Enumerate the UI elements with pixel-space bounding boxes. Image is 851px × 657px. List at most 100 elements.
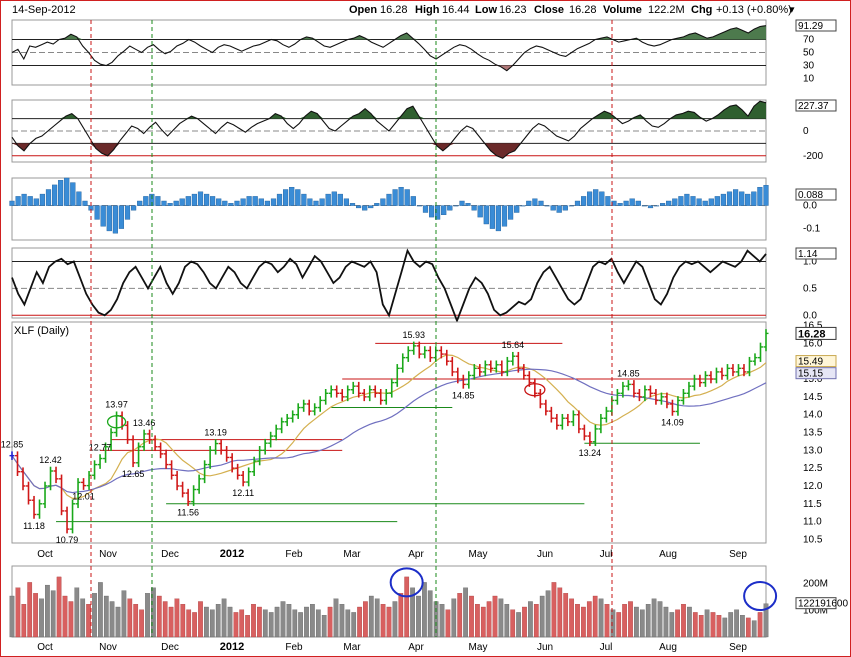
histogram-bar xyxy=(179,198,185,206)
histogram-bar xyxy=(58,180,64,206)
histogram-bar xyxy=(374,203,380,206)
ohlc-bar xyxy=(174,470,180,491)
volume-bar xyxy=(39,598,44,638)
histogram-bar xyxy=(617,203,623,206)
histogram-bar xyxy=(763,185,769,206)
rsi-line xyxy=(11,25,767,72)
histogram-bar xyxy=(100,205,106,227)
chg-value: +0.13 (+0.80%) xyxy=(716,4,792,16)
x-tick-label: Feb xyxy=(285,642,303,653)
histogram-bar xyxy=(276,193,283,206)
histogram-bar xyxy=(581,196,587,206)
ohlc-bar xyxy=(235,463,241,480)
histogram-bar xyxy=(173,200,179,206)
y-tick-label: -0.1 xyxy=(803,224,821,235)
y-tick-label: 0 xyxy=(803,126,809,137)
volume-bar xyxy=(374,598,380,638)
x-tick-label: May xyxy=(469,642,488,653)
ohlc-bar xyxy=(317,396,323,412)
ohlc-bar xyxy=(752,353,758,366)
histogram-bar xyxy=(70,182,76,206)
price-annotation: 11.56 xyxy=(177,508,199,518)
ohlc-bar xyxy=(240,470,246,487)
stochrsi-line xyxy=(11,248,767,324)
histogram-bar xyxy=(64,177,70,206)
x-tick-label: Jun xyxy=(537,642,553,653)
ohlc-bar xyxy=(158,442,164,459)
ohlc-bar xyxy=(587,431,593,447)
collapse-icon[interactable]: ▾ xyxy=(789,4,795,16)
volume-bar xyxy=(304,606,309,638)
volume-bar xyxy=(363,601,368,638)
volume-bar xyxy=(109,601,115,638)
volume-bar xyxy=(233,612,239,638)
volume-bar xyxy=(675,609,680,638)
header-date: 14-Sep-2012 xyxy=(12,4,76,16)
ohlc-bar xyxy=(9,451,15,460)
ohlc-bar xyxy=(543,399,549,416)
volume-bar xyxy=(598,598,604,638)
ohlc-bar xyxy=(301,399,307,412)
histogram-bar xyxy=(587,191,593,206)
ohlc-bar xyxy=(246,467,252,487)
histogram-bar xyxy=(629,198,635,206)
ma-value-badge: 15.15 xyxy=(798,369,823,380)
ohlc-bar xyxy=(686,381,692,398)
volume-bar xyxy=(422,582,427,638)
ohlc-bar xyxy=(284,413,290,427)
ohlc-bar xyxy=(290,410,296,423)
histogram-bar xyxy=(574,200,581,206)
volume-bar xyxy=(145,593,150,638)
price-annotation: 12.42 xyxy=(39,455,62,465)
ohlc-bar xyxy=(405,346,411,362)
price-annotation: 12.01 xyxy=(72,492,95,502)
ohlc-bar xyxy=(669,399,675,416)
volume-bar xyxy=(757,612,763,638)
volume-bar xyxy=(716,615,722,638)
ohlc-bar xyxy=(31,495,37,519)
volume-bar xyxy=(734,609,739,638)
ohlc-bar xyxy=(97,454,103,469)
histogram-bar xyxy=(520,205,526,207)
volume-bar xyxy=(581,606,586,638)
histogram-bar xyxy=(593,189,599,206)
ohlc-bar xyxy=(620,381,626,398)
ohlc-bar xyxy=(394,364,400,387)
cci-last-value-bg xyxy=(795,99,837,112)
ohlc-bar xyxy=(268,431,274,448)
histogram-bar xyxy=(690,196,696,206)
volume-bar xyxy=(557,587,563,638)
histogram-bar xyxy=(258,198,264,206)
histogram-bar xyxy=(240,198,246,206)
price-annotation: 14.09 xyxy=(661,417,684,427)
histogram-bar xyxy=(416,205,423,207)
volume-bar xyxy=(262,609,268,638)
y-tick-label: 12.0 xyxy=(803,481,823,492)
volume-bar xyxy=(62,595,68,638)
histogram-bar xyxy=(106,205,112,232)
ohlc-bar xyxy=(191,485,197,506)
histogram-bar xyxy=(392,189,398,206)
histogram-bar xyxy=(726,191,733,206)
high-value: 16.44 xyxy=(442,4,470,16)
price-chart-title: XLF (Daily) xyxy=(14,325,69,337)
ohlc-bar xyxy=(548,406,554,423)
ohlc-bar xyxy=(141,429,147,452)
volume-bar xyxy=(103,595,109,638)
x-tick-label: May xyxy=(469,549,488,560)
y-tick-label: 12.5 xyxy=(803,463,823,474)
histogram-bar xyxy=(696,198,702,206)
volume-bar xyxy=(628,601,633,638)
histogram-bar xyxy=(702,200,708,206)
ohlc-bar xyxy=(312,403,318,416)
volume-bar xyxy=(168,606,174,638)
histogram-bar xyxy=(739,191,745,206)
panel-macd_histogram xyxy=(11,177,767,241)
volume-bar xyxy=(133,604,139,638)
volume-bar xyxy=(451,598,457,638)
ohlc-bar xyxy=(400,353,406,373)
x-tick-label: Jun xyxy=(537,549,553,560)
open-value: 16.28 xyxy=(380,4,408,16)
histogram-bar xyxy=(209,196,216,206)
ohlc-bar xyxy=(488,360,494,373)
